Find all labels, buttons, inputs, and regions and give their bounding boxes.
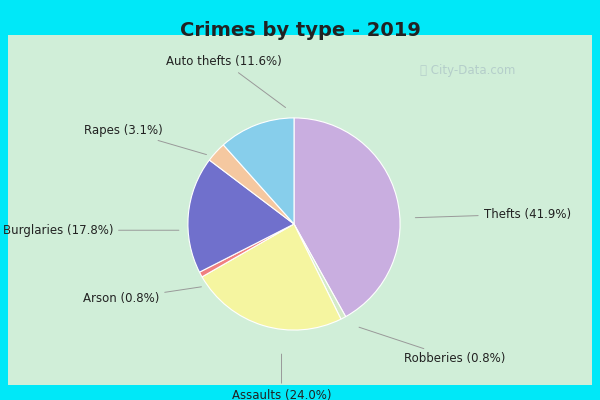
Wedge shape (188, 160, 294, 272)
Text: Assaults (24.0%): Assaults (24.0%) (232, 354, 331, 400)
Wedge shape (209, 145, 294, 224)
Wedge shape (223, 118, 294, 224)
Text: Auto thefts (11.6%): Auto thefts (11.6%) (166, 55, 286, 108)
Text: Rapes (3.1%): Rapes (3.1%) (84, 124, 206, 154)
Wedge shape (202, 224, 341, 330)
Text: ⓘ City-Data.com: ⓘ City-Data.com (420, 64, 515, 77)
Text: Burglaries (17.8%): Burglaries (17.8%) (2, 224, 179, 237)
Text: Arson (0.8%): Arson (0.8%) (83, 287, 202, 305)
Wedge shape (294, 224, 346, 319)
Wedge shape (199, 224, 294, 277)
Text: Crimes by type - 2019: Crimes by type - 2019 (179, 20, 421, 40)
Text: Thefts (41.9%): Thefts (41.9%) (415, 208, 571, 220)
Text: Robberies (0.8%): Robberies (0.8%) (359, 327, 505, 365)
Wedge shape (294, 118, 400, 317)
